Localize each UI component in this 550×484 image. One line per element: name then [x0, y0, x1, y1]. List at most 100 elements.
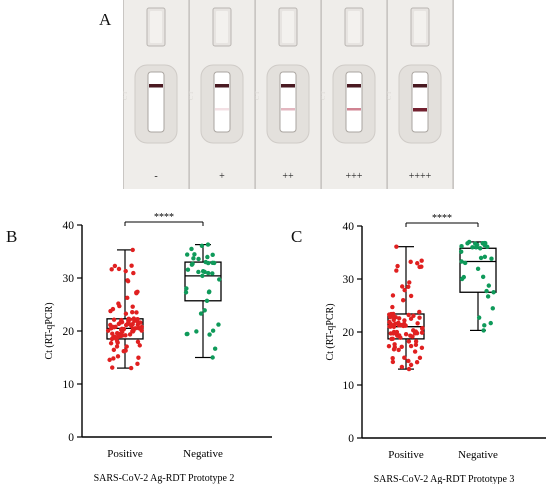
cassette: C T -: [123, 0, 189, 189]
data-point: [123, 348, 128, 353]
data-point: [134, 310, 139, 315]
data-point: [107, 357, 112, 363]
data-point: [112, 263, 118, 269]
data-point: [108, 341, 114, 346]
y-tick-label: 40: [63, 220, 75, 232]
cassette: C T +: [189, 0, 255, 189]
data-point: [111, 317, 117, 322]
data-point: [459, 276, 465, 282]
data-point: [481, 328, 486, 333]
data-point: [391, 347, 397, 352]
data-point: [390, 304, 395, 310]
data-point: [199, 243, 205, 248]
sample-well-inner: [414, 11, 426, 43]
intensity-label: +++: [346, 171, 363, 182]
data-point: [402, 355, 407, 360]
intensity-label: +: [219, 171, 225, 182]
data-point: [123, 311, 129, 316]
y-axis-label: Ct (RT-qPCR): [325, 303, 336, 360]
data-point: [408, 293, 414, 299]
control-line: [347, 84, 361, 88]
data-point: [127, 332, 133, 337]
data-point: [394, 329, 400, 335]
intensity-label: ++: [282, 171, 294, 182]
data-point: [210, 271, 215, 276]
data-point: [489, 256, 494, 261]
y-tick-label: 10: [63, 379, 75, 391]
rdt-cassette-photo: C T - C T + C T ++ C T +++ C T ++++: [123, 0, 454, 189]
strip-window: [213, 71, 231, 133]
data-point: [108, 322, 113, 328]
data-point: [413, 339, 419, 344]
data-point: [133, 326, 138, 331]
data-point: [111, 347, 117, 353]
data-point: [110, 365, 115, 370]
test-line: [413, 108, 427, 112]
x-tick-label: Positive: [388, 449, 424, 461]
strip-window: [411, 71, 429, 133]
data-point: [417, 355, 423, 361]
data-point: [200, 273, 205, 279]
data-point: [399, 284, 405, 289]
data-point: [125, 321, 130, 327]
data-point: [406, 312, 411, 318]
control-line: [413, 84, 427, 88]
data-point: [478, 255, 484, 261]
data-point: [200, 268, 206, 274]
data-point: [210, 355, 215, 360]
sample-well-inner: [150, 11, 162, 43]
data-point: [402, 287, 407, 293]
data-point: [459, 259, 464, 264]
y-tick-label: 10: [343, 380, 355, 392]
control-line: [149, 84, 163, 88]
control-line: [281, 84, 295, 88]
x-tick-label: Negative: [458, 449, 498, 461]
cassette: C T ++++: [387, 0, 453, 189]
data-point: [131, 316, 137, 321]
data-point: [135, 361, 140, 367]
data-point: [408, 259, 413, 265]
data-point: [399, 344, 404, 350]
box-group: [458, 239, 497, 333]
data-point: [475, 266, 481, 272]
data-point: [217, 277, 222, 282]
intensity-label: -: [154, 171, 157, 182]
cassette-print: C T: [255, 91, 261, 100]
data-point: [419, 330, 425, 335]
data-point: [394, 268, 399, 273]
data-point: [387, 315, 393, 320]
data-point: [123, 268, 128, 274]
data-point: [417, 309, 422, 315]
y-tick-label: 30: [63, 273, 75, 285]
sample-well-inner: [348, 11, 360, 43]
data-point: [109, 267, 114, 272]
data-point: [123, 333, 128, 338]
intensity-label: ++++: [409, 171, 432, 182]
x-tick-label: Negative: [183, 448, 223, 460]
data-point: [482, 323, 487, 328]
data-point: [459, 243, 464, 249]
cassette-print: C T: [189, 91, 195, 100]
cassette-print: C T: [123, 91, 129, 100]
data-point: [394, 244, 399, 249]
data-point: [476, 315, 482, 320]
data-point: [472, 241, 478, 246]
data-point: [131, 270, 136, 276]
data-point: [396, 333, 401, 338]
data-point: [485, 294, 491, 299]
data-point: [419, 345, 425, 350]
data-point: [390, 336, 395, 341]
data-point: [205, 254, 210, 260]
data-point: [396, 323, 402, 328]
data-point: [118, 320, 123, 325]
data-point: [185, 267, 191, 272]
data-point: [136, 355, 141, 360]
x-axis-label: SARS-CoV-2 Ag-RDT Prototype 3: [374, 474, 515, 484]
data-point: [137, 343, 142, 348]
data-point: [196, 256, 201, 262]
data-point: [419, 258, 424, 263]
data-point: [185, 331, 190, 337]
data-point: [196, 269, 201, 275]
data-point: [480, 274, 486, 280]
data-point: [210, 252, 215, 258]
